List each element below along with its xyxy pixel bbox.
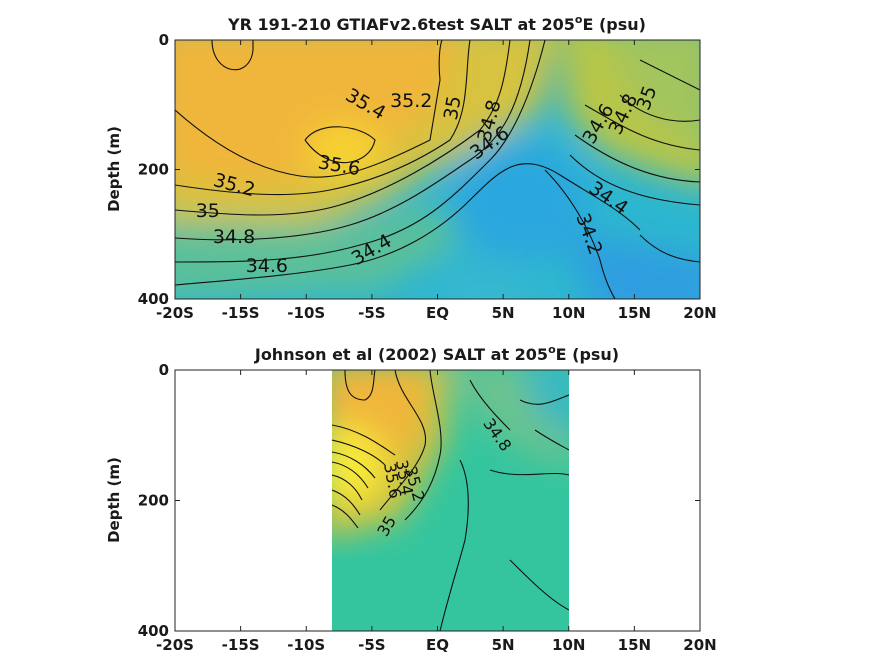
axis-ticks-top: -20S -15S -10S -5S EQ 5N 10N 15N 20N 0 200 400 [138, 31, 717, 322]
contour-label: 34.8 [213, 226, 255, 248]
x-tick-label: 10N [552, 636, 585, 654]
y-axis-label-top: Depth (m) [105, 126, 123, 212]
contour-lines-top [175, 40, 700, 299]
x-tick-label: -5S [358, 304, 385, 322]
contour-lines-bottom [332, 370, 569, 631]
chart-title-top: YR 191-210 GTIAFv2.6test SALT at 205oE (… [227, 13, 646, 34]
x-tick-label: 5N [492, 304, 515, 322]
x-tick-label: -5S [358, 636, 385, 654]
x-tick-label: -10S [287, 636, 325, 654]
y-tick-label: 0 [159, 31, 169, 49]
x-tick-label: 20N [683, 636, 716, 654]
x-tick-label: -15S [222, 304, 260, 322]
panel-top: YR 191-210 GTIAFv2.6test SALT at 205oE (… [105, 13, 717, 322]
x-tick-label: -20S [156, 636, 194, 654]
x-tick-label: -20S [156, 304, 194, 322]
y-axis-label-bottom: Depth (m) [105, 457, 123, 543]
y-tick-label: 200 [138, 161, 169, 179]
y-tick-label: 400 [138, 290, 169, 308]
axis-ticks-bottom: -20S -15S -10S -5S EQ 5N 10N 15N 20N 0 200 400 [138, 361, 717, 654]
y-tick-label: 0 [159, 361, 169, 379]
x-tick-label: 5N [492, 636, 515, 654]
y-tick-label: 200 [138, 492, 169, 510]
x-tick-label: EQ [426, 636, 449, 654]
x-tick-label: 20N [683, 304, 716, 322]
contour-label: 35 [440, 94, 466, 122]
panel-bottom: Johnson et al (2002) SALT at 205oE (psu) [105, 343, 717, 654]
y-tick-label: 400 [138, 622, 169, 640]
x-tick-label: 15N [618, 304, 651, 322]
contour-label: 35 [196, 200, 220, 222]
contour-label: 34.6 [246, 255, 288, 277]
chart-title-bottom: Johnson et al (2002) SALT at 205oE (psu) [254, 343, 619, 364]
x-tick-label: 10N [552, 304, 585, 322]
salinity-field-bottom: 34.835.235.435.635 [332, 370, 569, 631]
x-tick-label: EQ [426, 304, 449, 322]
x-tick-label: -10S [287, 304, 325, 322]
contour-label: 35.2 [390, 90, 432, 112]
x-tick-label: -15S [222, 636, 260, 654]
x-tick-label: 15N [618, 636, 651, 654]
